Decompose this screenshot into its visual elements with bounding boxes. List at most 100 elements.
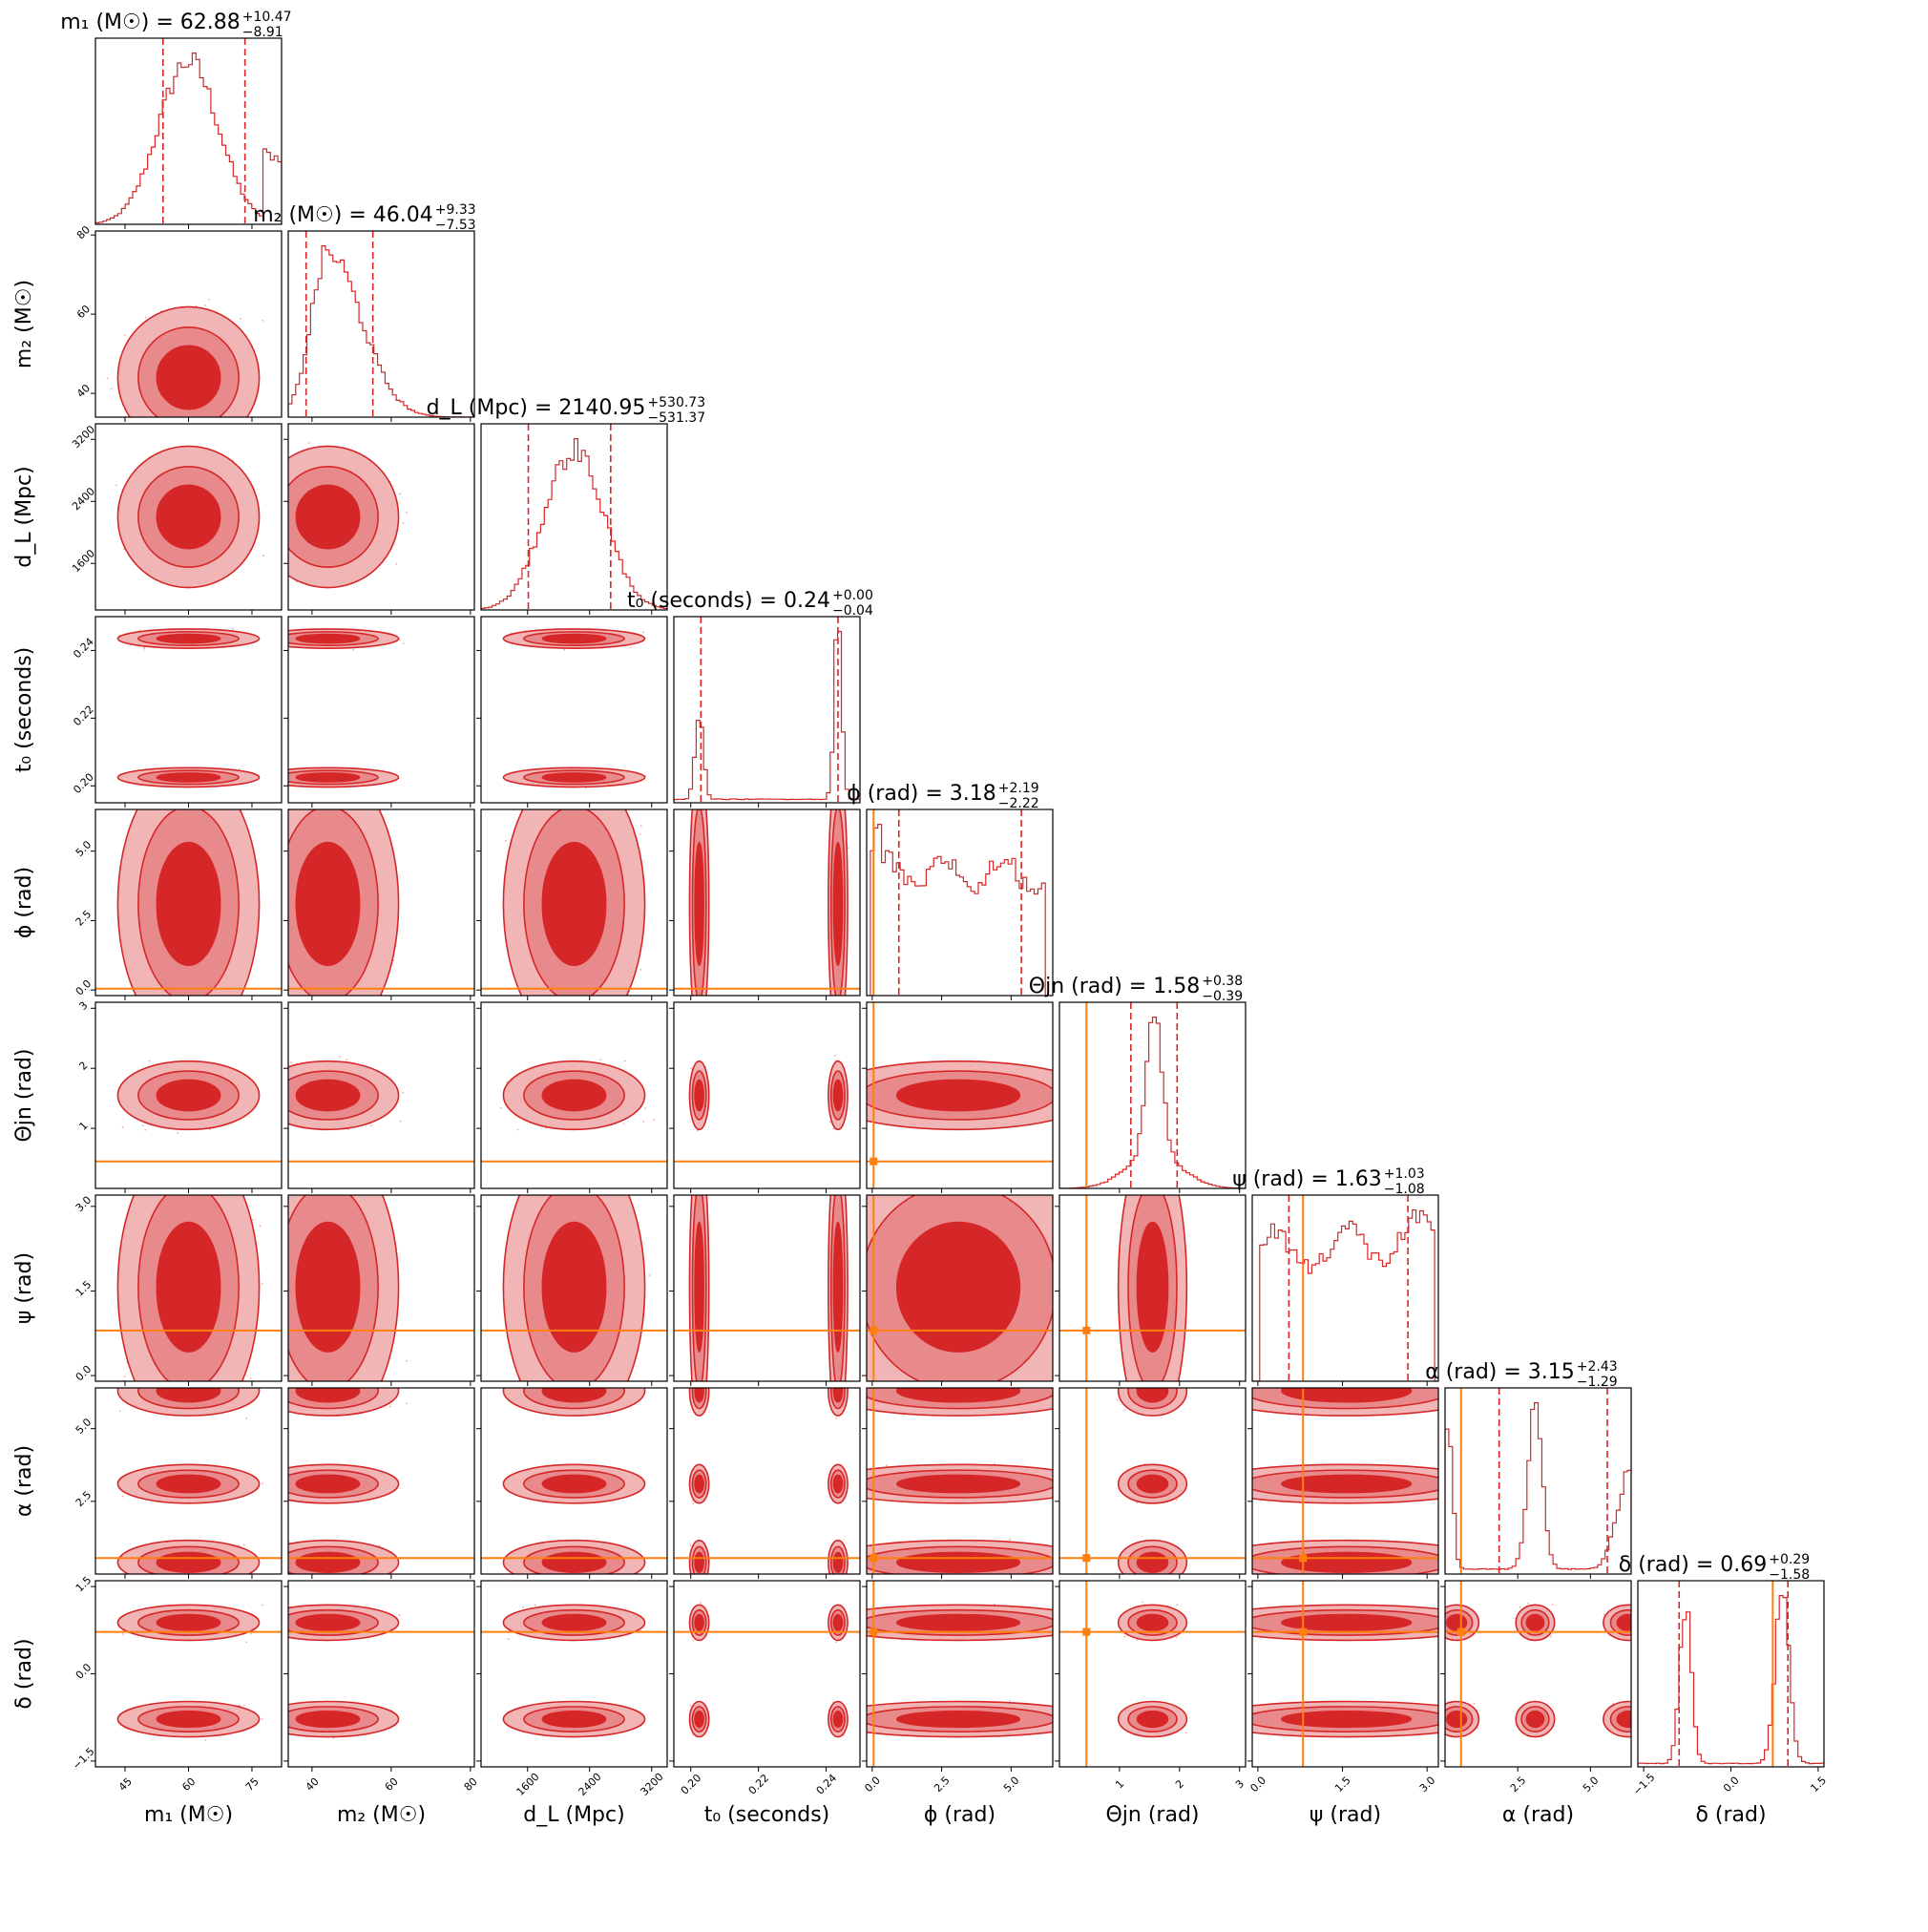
contour [296,1475,359,1492]
x-tick-label: 80 [462,1775,480,1794]
panel-frame [674,617,860,803]
x-axis-label-alpha: α (rad) [1502,1803,1574,1827]
y-axis-label-phi: ϕ (rad) [12,867,36,938]
hist-panel-dL: d_L (Mpc) = 2140.95+530.73−531.37 [427,395,706,615]
contour [1137,1712,1167,1728]
contour [833,1712,842,1728]
panel-title-sup-theta: +0.38 [1202,974,1243,989]
y-tick-label: 0.0 [73,1661,94,1682]
contour-panel-theta-vs-m1: 123 [76,999,282,1193]
y-axis-label-psi: ψ (rad) [12,1252,36,1324]
contour-panel-phi-vs-m2 [257,766,474,1055]
panel-title-sup-phi: +2.19 [998,781,1039,796]
contour [897,1379,1020,1401]
hist-panel-phi: ϕ (rad) = 3.18+2.19−2.22 [847,781,1053,1000]
x-tick-label: 45 [116,1775,135,1794]
x-tick-label: 3200 [639,1771,666,1798]
y-axis-label-dL: d_L (Mpc) [12,466,36,567]
contour-panel-psi-vs-theta [1055,1118,1246,1431]
contour [157,485,220,548]
panel-title-dL: d_L (Mpc) = 2140.95 [427,396,646,420]
contour [1526,1712,1543,1728]
contour [542,1379,605,1401]
contour [695,1223,703,1353]
x-axis-label-phi: ϕ (rad) [924,1803,995,1827]
histogram-delta [1638,1596,1824,1767]
x-tick-label: 40 [304,1775,322,1794]
y-tick-label: 1.5 [73,1574,94,1595]
contour [1526,1615,1543,1631]
contour [157,635,220,643]
y-tick-label: 1600 [70,547,97,575]
truth-marker [1299,1554,1307,1562]
hist-panel-psi: ψ (rad) = 1.63+1.03−1.08 [1232,1166,1438,1386]
contour [157,773,220,782]
panel-title-phi: ϕ (rad) = 3.18 [847,782,996,806]
x-tick-label: 2.5 [932,1774,953,1796]
contour [542,635,605,643]
x-tick-label: 0.0 [1721,1774,1742,1796]
y-tick-label: 2.5 [73,1489,94,1510]
truth-marker [1082,1628,1090,1636]
contour-panel-theta-vs-m2 [257,1002,474,1193]
y-tick-label: −1.5 [70,1745,96,1772]
contour [157,1475,220,1492]
y-axis-label-m2: m₂ (M☉) [12,280,36,368]
x-tick-label: 2 [1173,1777,1186,1791]
histogram-dL [481,439,667,610]
panel-frame [1638,1581,1824,1767]
contour [296,485,359,548]
contour [296,843,359,966]
y-tick-label: 60 [74,303,93,321]
histogram-t0 [674,632,860,803]
contour [833,1379,842,1401]
contour [542,1475,605,1492]
hist-panel-m1: m₁ (M☉) = 62.88+10.47−8.91 [60,10,291,229]
contour [695,843,703,966]
hist-panel-t0: t₀ (seconds) = 0.24+0.00−0.04 [627,588,873,808]
contour-panel-theta-vs-dL [476,1002,667,1193]
y-axis-label-delta: δ (rad) [12,1638,36,1709]
truth-marker [870,1554,877,1562]
contour [695,1080,703,1110]
x-tick-label: 5.0 [1001,1774,1022,1796]
truth-marker [870,1628,877,1636]
contour-panel-phi-vs-dL [476,752,667,1040]
x-tick-label: 0.0 [862,1774,883,1796]
x-axis-label-psi: ψ (rad) [1310,1803,1381,1827]
hist-panel-m2: m₂ (M☉) = 46.04+9.33−7.53 [253,202,475,422]
contour [695,1552,703,1572]
contour [542,1712,605,1728]
truth-marker [870,1158,877,1166]
panel-frame [288,231,474,417]
contour-panel-alpha-vs-theta [1055,1365,1246,1585]
y-tick-label: 5.0 [73,838,94,859]
y-tick-label: 1.5 [73,1278,94,1299]
x-axis-label-dL: d_L (Mpc) [523,1803,624,1827]
panel-title-sup-t0: +0.00 [832,588,873,603]
y-tick-label: 3.0 [73,1194,94,1215]
y-axis-label-theta: Θjn (rad) [12,1048,36,1142]
contour [157,1615,220,1631]
x-tick-label: 0.20 [679,1772,704,1797]
contour [542,773,605,782]
panel-title-m2: m₂ (M☉) = 46.04 [253,203,433,227]
contour [296,1552,359,1572]
panel-title-delta: δ (rad) = 0.69 [1619,1553,1768,1577]
contour [296,1379,359,1401]
contour [542,1552,605,1572]
x-tick-label: 60 [179,1775,198,1794]
x-axis-label-m2: m₂ (M☉) [337,1803,426,1827]
contour-panel-theta-vs-t0 [669,1002,860,1193]
contour [1137,1223,1167,1353]
contour [1137,1475,1167,1492]
y-tick-label: 0.0 [73,1363,94,1384]
contour [897,1223,1020,1353]
panel-title-sup-alpha: +2.43 [1577,1359,1618,1375]
contour-panel-t0-vs-m1: 0.200.220.24 [71,617,282,808]
panel-title-sup-m2: +9.33 [435,202,476,218]
contour [542,1080,605,1110]
contour [157,843,220,966]
contour [542,1223,605,1353]
